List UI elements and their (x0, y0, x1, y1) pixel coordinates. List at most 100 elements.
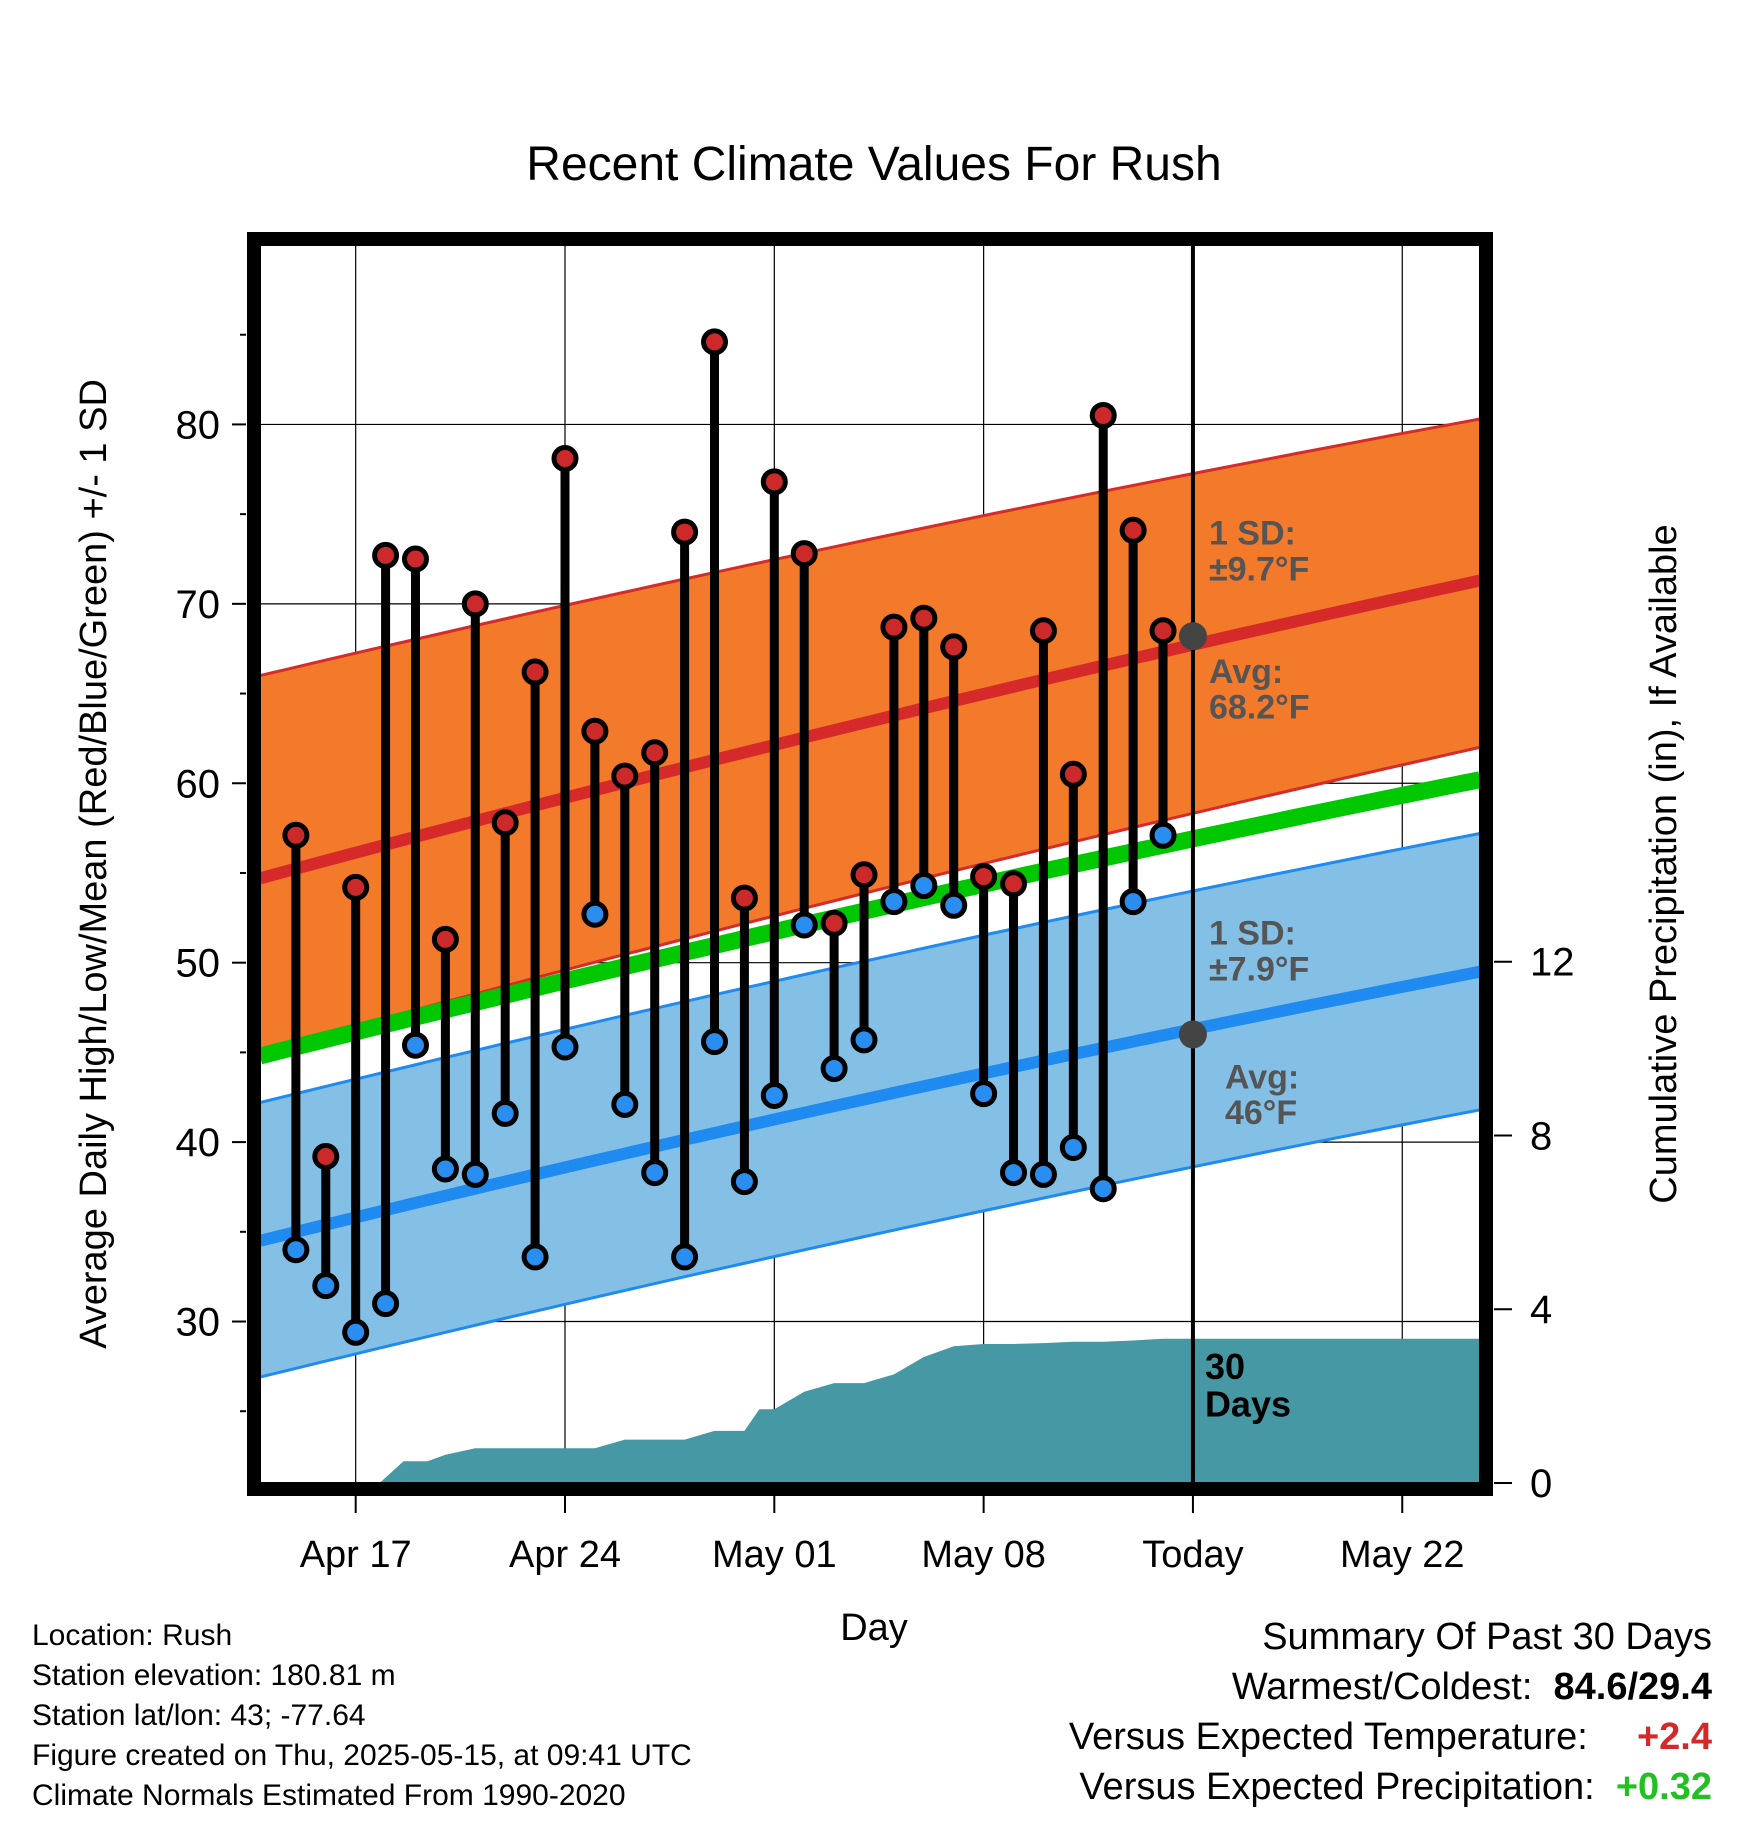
station-info: Location: Rush Station elevation: 180.81… (32, 1616, 692, 1816)
y-tick-label: 50 (176, 942, 221, 986)
low-normal-line (260, 965, 1480, 1247)
high-point (282, 821, 310, 849)
high-normal-line (260, 574, 1480, 885)
high-point (1059, 760, 1087, 788)
high-point (701, 328, 729, 356)
high-point (1000, 870, 1028, 898)
high-point (850, 861, 878, 889)
high-point (551, 445, 579, 473)
x-tick-label: Apr 17 (300, 1534, 412, 1576)
low-point (1089, 1175, 1117, 1203)
y2-tick-label: 0 (1530, 1462, 1552, 1506)
days-annotation: 30 Days (1205, 1346, 1291, 1425)
high-point (880, 613, 908, 641)
high-point (641, 739, 669, 767)
high-point (312, 1142, 340, 1170)
low-point (551, 1033, 579, 1061)
low-point (1000, 1159, 1028, 1187)
low-point (342, 1318, 370, 1346)
plot-inner (260, 245, 1480, 1483)
low-sd-lower-line (260, 1108, 1480, 1379)
low-avg-marker (1178, 1020, 1207, 1049)
high-point (940, 633, 968, 661)
high-point (401, 545, 429, 573)
low-sd-band (260, 833, 1480, 1378)
normals-text: Climate Normals Estimated From 1990-2020 (32, 1779, 626, 1812)
y-tick-label: 30 (176, 1301, 221, 1345)
low-point (1149, 821, 1177, 849)
plot-frame (247, 232, 1493, 1496)
warmest-value: 84.6/29.4 (1553, 1666, 1712, 1708)
low-point (641, 1159, 669, 1187)
high-point (790, 540, 818, 568)
low-point (701, 1028, 729, 1056)
y2-axis-label: Cumulative Precipitation (in), If Availa… (1643, 524, 1685, 1203)
mean-normal-line (260, 771, 1480, 1065)
low-point (820, 1055, 848, 1083)
high-point (1149, 617, 1177, 645)
high-avg-annotation: Avg: 68.2°F (1209, 653, 1310, 727)
warmest-row: Warmest/Coldest: 84.6/29.4 (1069, 1662, 1712, 1712)
y2-tick-label: 8 (1530, 1114, 1552, 1158)
high-point (970, 863, 998, 891)
high-point (760, 468, 788, 496)
warmest-label: Warmest/Coldest: (1231, 1666, 1533, 1708)
x-tick-label: May 08 (921, 1534, 1046, 1576)
summary-box: Summary Of Past 30 Days Warmest/Coldest:… (1069, 1612, 1712, 1812)
high-point (611, 762, 639, 790)
precip-value: +0.32 (1615, 1766, 1712, 1808)
low-point (940, 891, 968, 919)
y2-tick-label: 4 (1530, 1288, 1552, 1332)
location-text: Location: Rush (32, 1619, 233, 1652)
low-point (880, 888, 908, 916)
low-point (760, 1081, 788, 1109)
low-point (850, 1026, 878, 1054)
y-tick-label: 70 (176, 583, 221, 627)
low-point (372, 1290, 400, 1318)
low-point (461, 1160, 489, 1188)
high-point (342, 873, 370, 901)
low-point (282, 1236, 310, 1264)
y-tick-label: 60 (176, 762, 221, 806)
high-sd-annotation: 1 SD: ±9.7°F (1209, 515, 1309, 589)
y-tick-label: 80 (176, 403, 221, 447)
low-point (1029, 1160, 1057, 1188)
low-point (611, 1090, 639, 1118)
high-point (820, 909, 848, 937)
low-point (1119, 888, 1147, 916)
high-point (491, 809, 519, 837)
high-avg-marker (1178, 622, 1207, 651)
low-point (790, 911, 818, 939)
precip-row: Versus Expected Precipitation: +0.32 (1069, 1762, 1712, 1812)
low-avg-annotation: Avg: 46°F (1225, 1058, 1299, 1132)
low-point (521, 1243, 549, 1271)
y-axis-label: Average Daily High/Low/Mean (Red/Blue/Gr… (73, 379, 115, 1349)
plot-area: 1 SD: ±9.7°F Avg: 68.2°F 1 SD: ±7.9°F Avg: 46°F… (176, 232, 1575, 1576)
high-point (1089, 401, 1117, 429)
low-point (431, 1155, 459, 1183)
summary-title: Summary Of Past 30 Days (1262, 1616, 1712, 1658)
y-tick-label: 40 (176, 1121, 221, 1165)
x-tick-label: Today (1142, 1534, 1243, 1576)
y2-tick-label: 12 (1530, 941, 1575, 985)
low-point (1059, 1133, 1087, 1161)
x-tick-label: Apr 24 (509, 1534, 621, 1576)
low-point (491, 1099, 519, 1127)
high-point (1029, 617, 1057, 645)
observed-bars (282, 328, 1177, 1346)
high-point (431, 925, 459, 953)
chart-title: Recent Climate Values For Rush (526, 138, 1221, 191)
high-point (910, 604, 938, 632)
elevation-text: Station elevation: 180.81 m (32, 1659, 396, 1692)
low-point (312, 1272, 340, 1300)
x-axis-label: Day (840, 1607, 908, 1649)
x-tick-label: May 01 (712, 1534, 837, 1576)
temp-row: Versus Expected Temperature: +2.4 (1069, 1712, 1712, 1762)
low-point (910, 872, 938, 900)
high-point (671, 518, 699, 546)
low-point (730, 1168, 758, 1196)
precip-area (260, 1338, 1480, 1483)
low-point (671, 1243, 699, 1271)
low-sd-annotation: 1 SD: ±7.9°F (1209, 915, 1309, 989)
